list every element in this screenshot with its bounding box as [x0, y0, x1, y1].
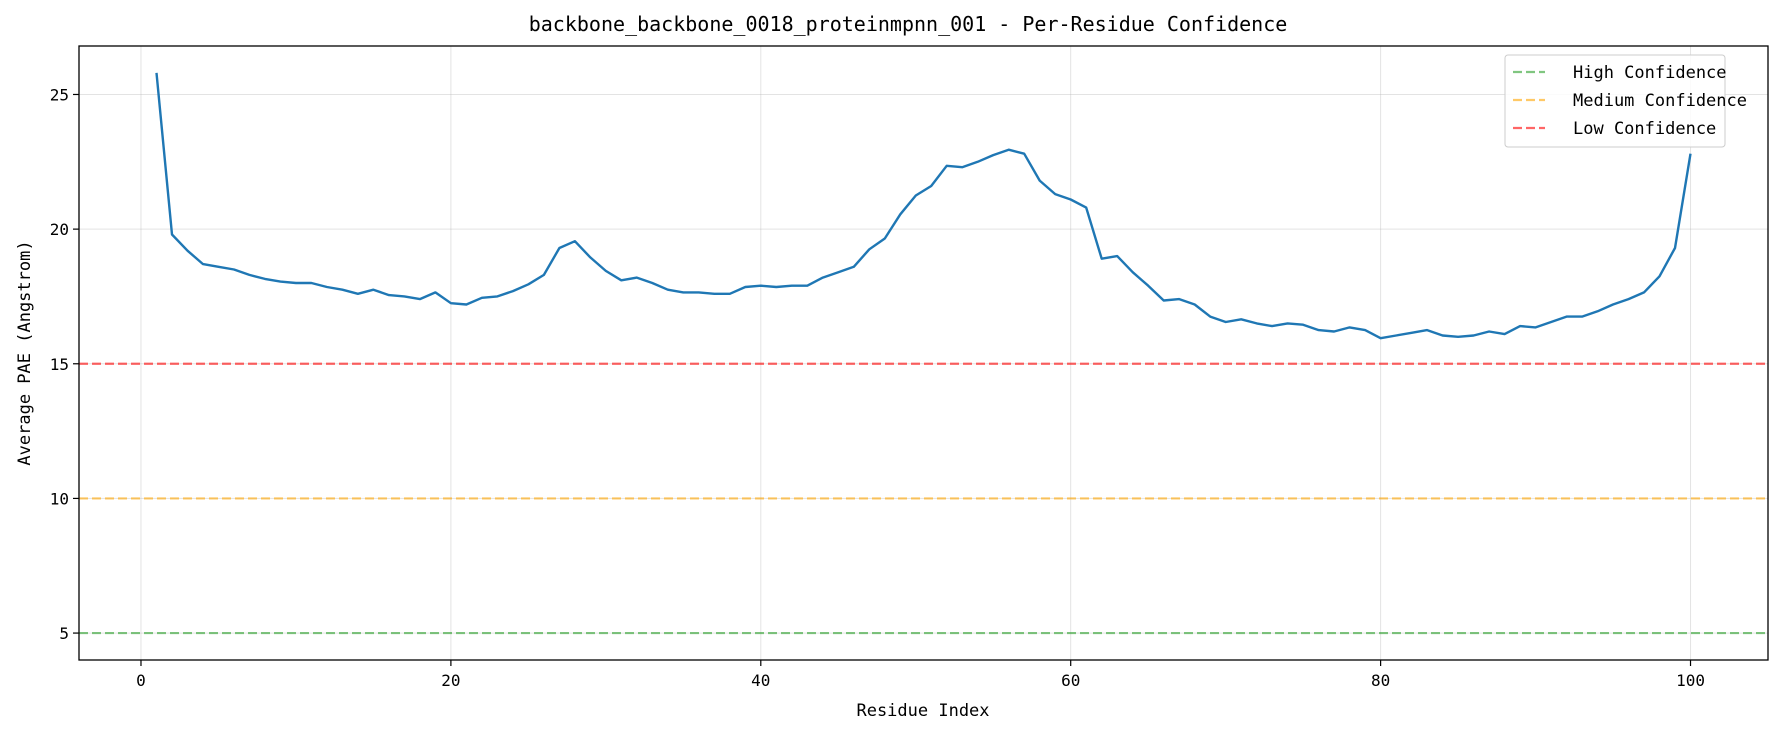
- series-group: [155, 72, 1692, 340]
- chart-title: backbone_backbone_0018_proteinmpnn_001 -…: [529, 12, 1288, 36]
- y-axis-label: Average PAE (Angstrom): [15, 240, 35, 465]
- legend-label: High Confidence: [1573, 63, 1727, 83]
- y-tick-label: 5: [59, 624, 69, 643]
- legend-label: Medium Confidence: [1573, 91, 1747, 111]
- x-tick-label: 60: [1061, 671, 1080, 690]
- legend-label: Low Confidence: [1573, 119, 1716, 139]
- series-line: [155, 72, 1692, 340]
- x-tick-label: 80: [1371, 671, 1390, 690]
- reference-lines: [79, 362, 1768, 635]
- x-ticks: 0 20 40 60 80 100: [136, 660, 1705, 690]
- plot-frame: [78, 45, 1769, 661]
- y-tick-label: 20: [50, 220, 69, 239]
- x-tick-label: 20: [441, 671, 460, 690]
- y-ticks: 5 10 15 20 25: [50, 85, 79, 643]
- y-tick-label: 10: [50, 489, 69, 508]
- y-tick-label: 25: [50, 85, 69, 104]
- legend-box: [1504, 54, 1726, 148]
- x-tick-label: 0: [136, 671, 146, 690]
- x-tick-label: 40: [751, 671, 770, 690]
- y-tick-label: 15: [50, 355, 69, 374]
- x-tick-label: 100: [1676, 671, 1705, 690]
- x-axis-label: Residue Index: [856, 701, 989, 721]
- legend: High Confidence Medium Confidence Low Conf…: [1504, 54, 1747, 148]
